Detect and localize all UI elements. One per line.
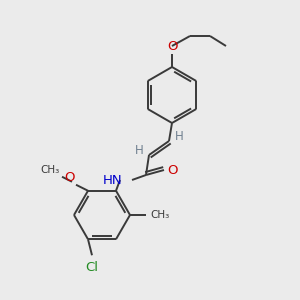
Text: CH₃: CH₃ (150, 210, 169, 220)
Text: H: H (175, 130, 183, 142)
Text: HN: HN (102, 173, 122, 187)
Text: O: O (167, 40, 177, 53)
Text: O: O (167, 164, 178, 176)
Text: O: O (64, 171, 75, 184)
Text: CH₃: CH₃ (41, 165, 60, 175)
Text: H: H (135, 143, 143, 157)
Text: Cl: Cl (85, 261, 98, 274)
